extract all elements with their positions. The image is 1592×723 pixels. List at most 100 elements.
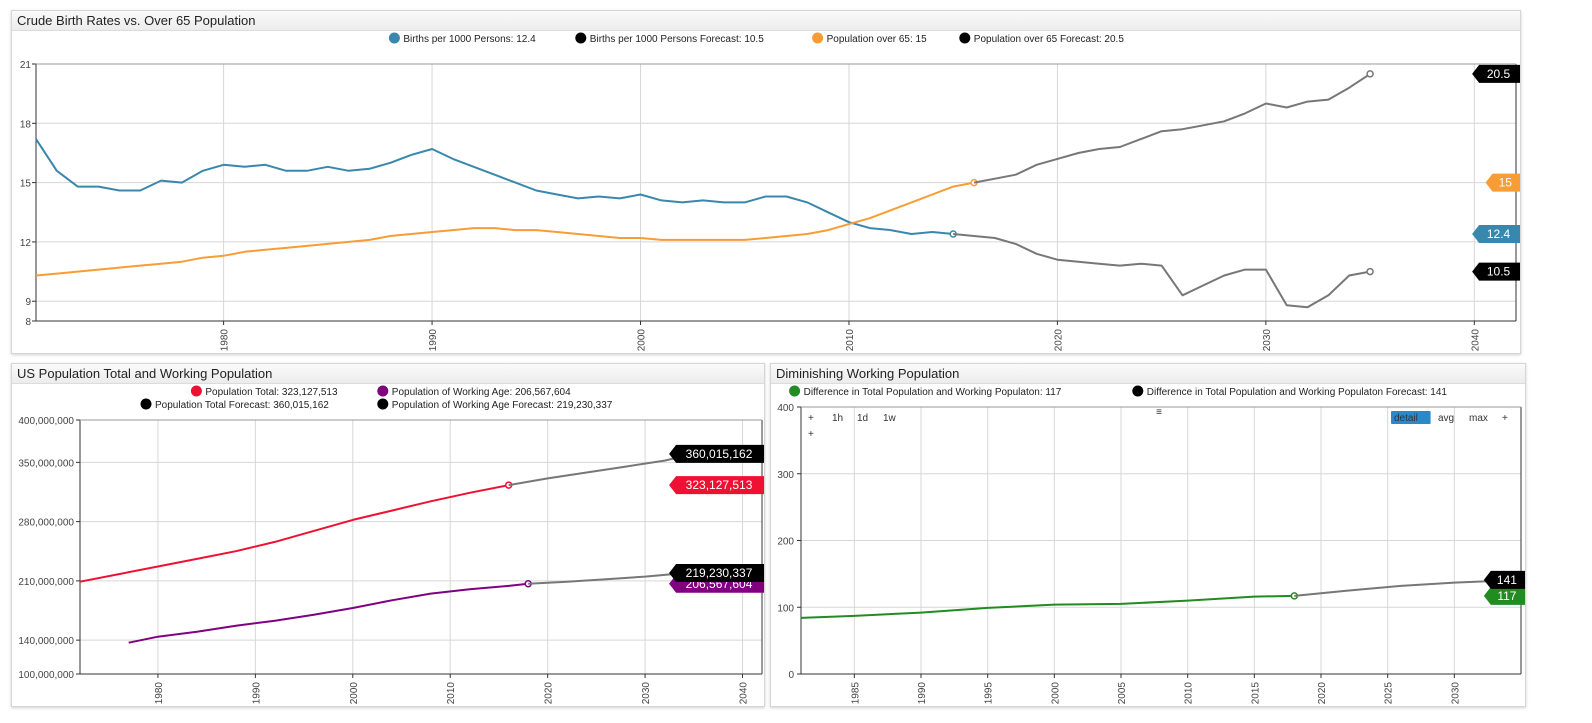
y-tick-label: 210,000,000 bbox=[18, 577, 74, 588]
x-tick-label: 2020 bbox=[544, 682, 555, 705]
legend-item-population-over-65-forecast[interactable]: Population over 65 Forecast: 20.5 bbox=[959, 32, 1125, 46]
x-tick-label: 1995 bbox=[984, 682, 995, 705]
value-badge-shape bbox=[1472, 225, 1520, 244]
menu-icon[interactable]: ≡ bbox=[1156, 407, 1162, 418]
value-badge-text: 141 bbox=[1497, 573, 1517, 587]
legend-item-population-total[interactable]: Population Total: 323,127,513 bbox=[190, 385, 338, 399]
mode-button-avg[interactable]: avg bbox=[1438, 413, 1454, 424]
period-button-1d[interactable]: 1d bbox=[857, 413, 868, 424]
series-end-point[interactable] bbox=[1366, 70, 1374, 78]
mode-button-max[interactable]: max bbox=[1469, 413, 1488, 424]
widget-header: Diminishing Working Population bbox=[771, 364, 1525, 384]
series-line-difference-in-total-population-and-working-populaton-forecast bbox=[1294, 578, 1522, 597]
x-tick-label: 2020 bbox=[1317, 682, 1328, 705]
legend-label: Population over 65 Forecast: 20.5 bbox=[974, 34, 1125, 45]
x-tick-label: 2010 bbox=[1184, 682, 1195, 705]
x-tick-label: 2005 bbox=[1117, 682, 1128, 705]
legend-item-difference-in-total-population-and-working-populaton-forecast[interactable]: Difference in Total Population and Worki… bbox=[1132, 385, 1448, 399]
x-tick-label: 2000 bbox=[637, 329, 648, 352]
legend-label: Difference in Total Population and Worki… bbox=[804, 387, 1062, 398]
legend-label: Population of Working Age Forecast: 219,… bbox=[392, 400, 613, 411]
x-tick-label: 2025 bbox=[1384, 682, 1395, 705]
x-tick-label: 2000 bbox=[349, 682, 360, 705]
legend-label: Population Total: 323,127,513 bbox=[205, 387, 338, 398]
y-tick-label: 0 bbox=[788, 670, 794, 681]
value-badge: 141 bbox=[1483, 570, 1525, 589]
value-badge-shape bbox=[1483, 570, 1525, 589]
birth-rate-widget: Crude Birth Rates vs. Over 65 Population… bbox=[11, 10, 1521, 354]
legend-item-population-over-65[interactable]: Population over 65: 15 bbox=[812, 32, 927, 46]
value-badge: 360,015,162 bbox=[669, 444, 764, 463]
period-button-1w[interactable]: 1w bbox=[883, 413, 897, 424]
value-badge-text: 323,127,513 bbox=[686, 478, 753, 492]
birth-rate-chart: 1980 1990 2000 2010 2020 2030 2040 8 9 12 15 18 21 12… bbox=[20, 32, 1520, 352]
y-tick-label: 18 bbox=[20, 119, 32, 130]
series-line-population-over-65 bbox=[35, 181, 975, 277]
value-badge: 10.5 bbox=[1472, 262, 1520, 281]
value-badge-text: 219,230,337 bbox=[686, 566, 753, 580]
widget-header: Crude Birth Rates vs. Over 65 Population bbox=[12, 11, 1520, 31]
widget-header: US Population Total and Working Populati… bbox=[12, 364, 764, 384]
value-badge-text: 15 bbox=[1499, 176, 1513, 190]
legend-swatch bbox=[190, 385, 202, 397]
legend-swatch bbox=[377, 385, 389, 397]
legend-swatch bbox=[140, 398, 152, 410]
value-badge-text: 117 bbox=[1497, 589, 1516, 603]
x-tick-label: 1980 bbox=[220, 329, 231, 352]
period-button-zoom-in[interactable]: + bbox=[808, 413, 814, 424]
value-badge: 323,127,513 bbox=[669, 476, 764, 495]
legend-label: Difference in Total Population and Worki… bbox=[1147, 387, 1448, 398]
y-tick-label: 9 bbox=[25, 297, 31, 308]
x-tick-label: 2030 bbox=[1262, 329, 1273, 352]
legend-swatch bbox=[789, 385, 801, 397]
x-tick-label: 2010 bbox=[845, 329, 856, 352]
mode-button-detail[interactable]: detail bbox=[1394, 413, 1418, 424]
value-badge-shape bbox=[669, 444, 764, 463]
series-line-difference-in-total-population-and-working-populaton bbox=[800, 594, 1295, 619]
value-badge-shape bbox=[1472, 262, 1520, 281]
legend-item-population-of-working-age-forecast[interactable]: Population of Working Age Forecast: 219,… bbox=[377, 398, 613, 412]
legend-swatch bbox=[388, 32, 400, 44]
value-badge-text: 20.5 bbox=[1487, 67, 1511, 81]
y-tick-label: 8 bbox=[25, 317, 31, 328]
period-button-add[interactable]: + bbox=[808, 429, 814, 440]
series-line-population-total-forecast bbox=[508, 452, 695, 487]
y-tick-label: 21 bbox=[20, 60, 32, 71]
legend-item-population-total-forecast[interactable]: Population Total Forecast: 360,015,162 bbox=[140, 398, 330, 412]
series-end-point[interactable] bbox=[1366, 267, 1374, 276]
widget-title: Diminishing Working Population bbox=[776, 366, 960, 381]
mode-button-add[interactable]: + bbox=[1502, 413, 1508, 424]
widget-title: Crude Birth Rates vs. Over 65 Population bbox=[17, 13, 256, 28]
y-tick-label: 100,000,000 bbox=[18, 670, 74, 681]
series-line-births-per-1000-persons bbox=[35, 138, 954, 235]
y-tick-label: 15 bbox=[20, 179, 32, 190]
population-chart: 1980 1990 2000 2010 2020 2030 2040 100,000,000 1… bbox=[18, 385, 764, 705]
value-badge: 117 bbox=[1483, 586, 1525, 605]
legend-item-births-per-1000-persons-forecast[interactable]: Births per 1000 Persons Forecast: 10.5 bbox=[575, 32, 764, 46]
period-button-1h[interactable]: 1h bbox=[832, 413, 843, 424]
legend-item-difference-in-total-population-and-working-populaton[interactable]: Difference in Total Population and Worki… bbox=[789, 385, 1062, 399]
value-badge-shape bbox=[1483, 586, 1525, 605]
value-badge-shape bbox=[669, 476, 764, 495]
widget-title: US Population Total and Working Populati… bbox=[17, 366, 273, 381]
legend-label: Births per 1000 Persons: 12.4 bbox=[403, 34, 536, 45]
y-tick-label: 400 bbox=[777, 403, 794, 414]
x-tick-label: 2000 bbox=[1050, 682, 1061, 705]
y-tick-label: 200 bbox=[777, 537, 794, 548]
legend-label: Population of Working Age: 206,567,604 bbox=[392, 387, 571, 398]
legend-item-population-of-working-age[interactable]: Population of Working Age: 206,567,604 bbox=[377, 385, 571, 399]
value-badge-text: 10.5 bbox=[1487, 265, 1511, 279]
y-tick-label: 12 bbox=[20, 238, 32, 249]
legend-item-births-per-1000-persons[interactable]: Births per 1000 Persons: 12.4 bbox=[388, 32, 536, 46]
y-tick-label: 140,000,000 bbox=[18, 636, 74, 647]
x-tick-label: 2010 bbox=[446, 682, 457, 705]
value-badge-shape bbox=[1485, 173, 1520, 192]
value-badge-text: 12.4 bbox=[1487, 227, 1511, 241]
value-badge: 15 bbox=[1485, 173, 1520, 192]
mode-button-active-bg bbox=[1391, 411, 1431, 424]
x-tick-label: 2040 bbox=[1470, 329, 1481, 352]
x-tick-label: 2040 bbox=[739, 682, 750, 705]
working-population-widget: Diminishing Working Population 1985 1990 1… bbox=[770, 363, 1526, 707]
legend-swatch bbox=[959, 32, 971, 44]
series-line-population-over-65-forecast bbox=[973, 73, 1371, 184]
